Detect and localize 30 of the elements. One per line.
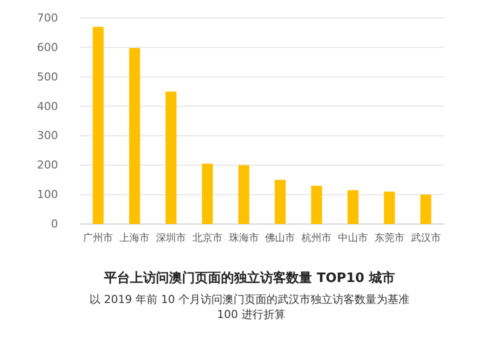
y-tick-label: 100 <box>37 188 58 202</box>
bar <box>129 48 140 224</box>
x-tick-label: 广州市 <box>83 232 114 244</box>
bar <box>202 164 213 224</box>
y-tick-label: 300 <box>37 129 58 142</box>
y-tick-label: 600 <box>37 40 58 54</box>
y-tick-label: 400 <box>37 100 58 113</box>
x-tick-label: 东莞市 <box>374 232 404 244</box>
y-tick-label: 500 <box>37 70 58 84</box>
bar <box>92 26 104 224</box>
x-tick-label: 武汉市 <box>410 232 441 244</box>
text: 平台上访问澳门页面的独立访客数量 TOP10 城市 <box>103 270 395 286</box>
x-tick-label: 佛山市 <box>265 232 296 244</box>
y-tick-label: 0 <box>51 218 58 231</box>
x-tick-label: 杭州市 <box>300 232 332 244</box>
bar <box>311 186 322 224</box>
bar <box>238 165 250 224</box>
bar <box>420 194 432 224</box>
bar <box>348 190 358 224</box>
y-tick-label: 200 <box>37 158 58 172</box>
text: 以 2019 年前 10 个月访问澳门页面的武汉市独立访客数量为基准 100 进行折算 <box>90 293 410 321</box>
x-tick-label: 深圳市 <box>156 232 186 244</box>
x-tick-label: 中山市 <box>338 232 368 244</box>
y-tick-label: 700 <box>37 12 58 25</box>
bar <box>166 92 176 224</box>
bar <box>384 192 395 224</box>
bar <box>274 180 286 224</box>
x-tick-label: 珠海市 <box>228 232 259 244</box>
x-tick-label: 北京市 <box>192 232 222 244</box>
x-tick-label: 上海市 <box>120 232 150 244</box>
